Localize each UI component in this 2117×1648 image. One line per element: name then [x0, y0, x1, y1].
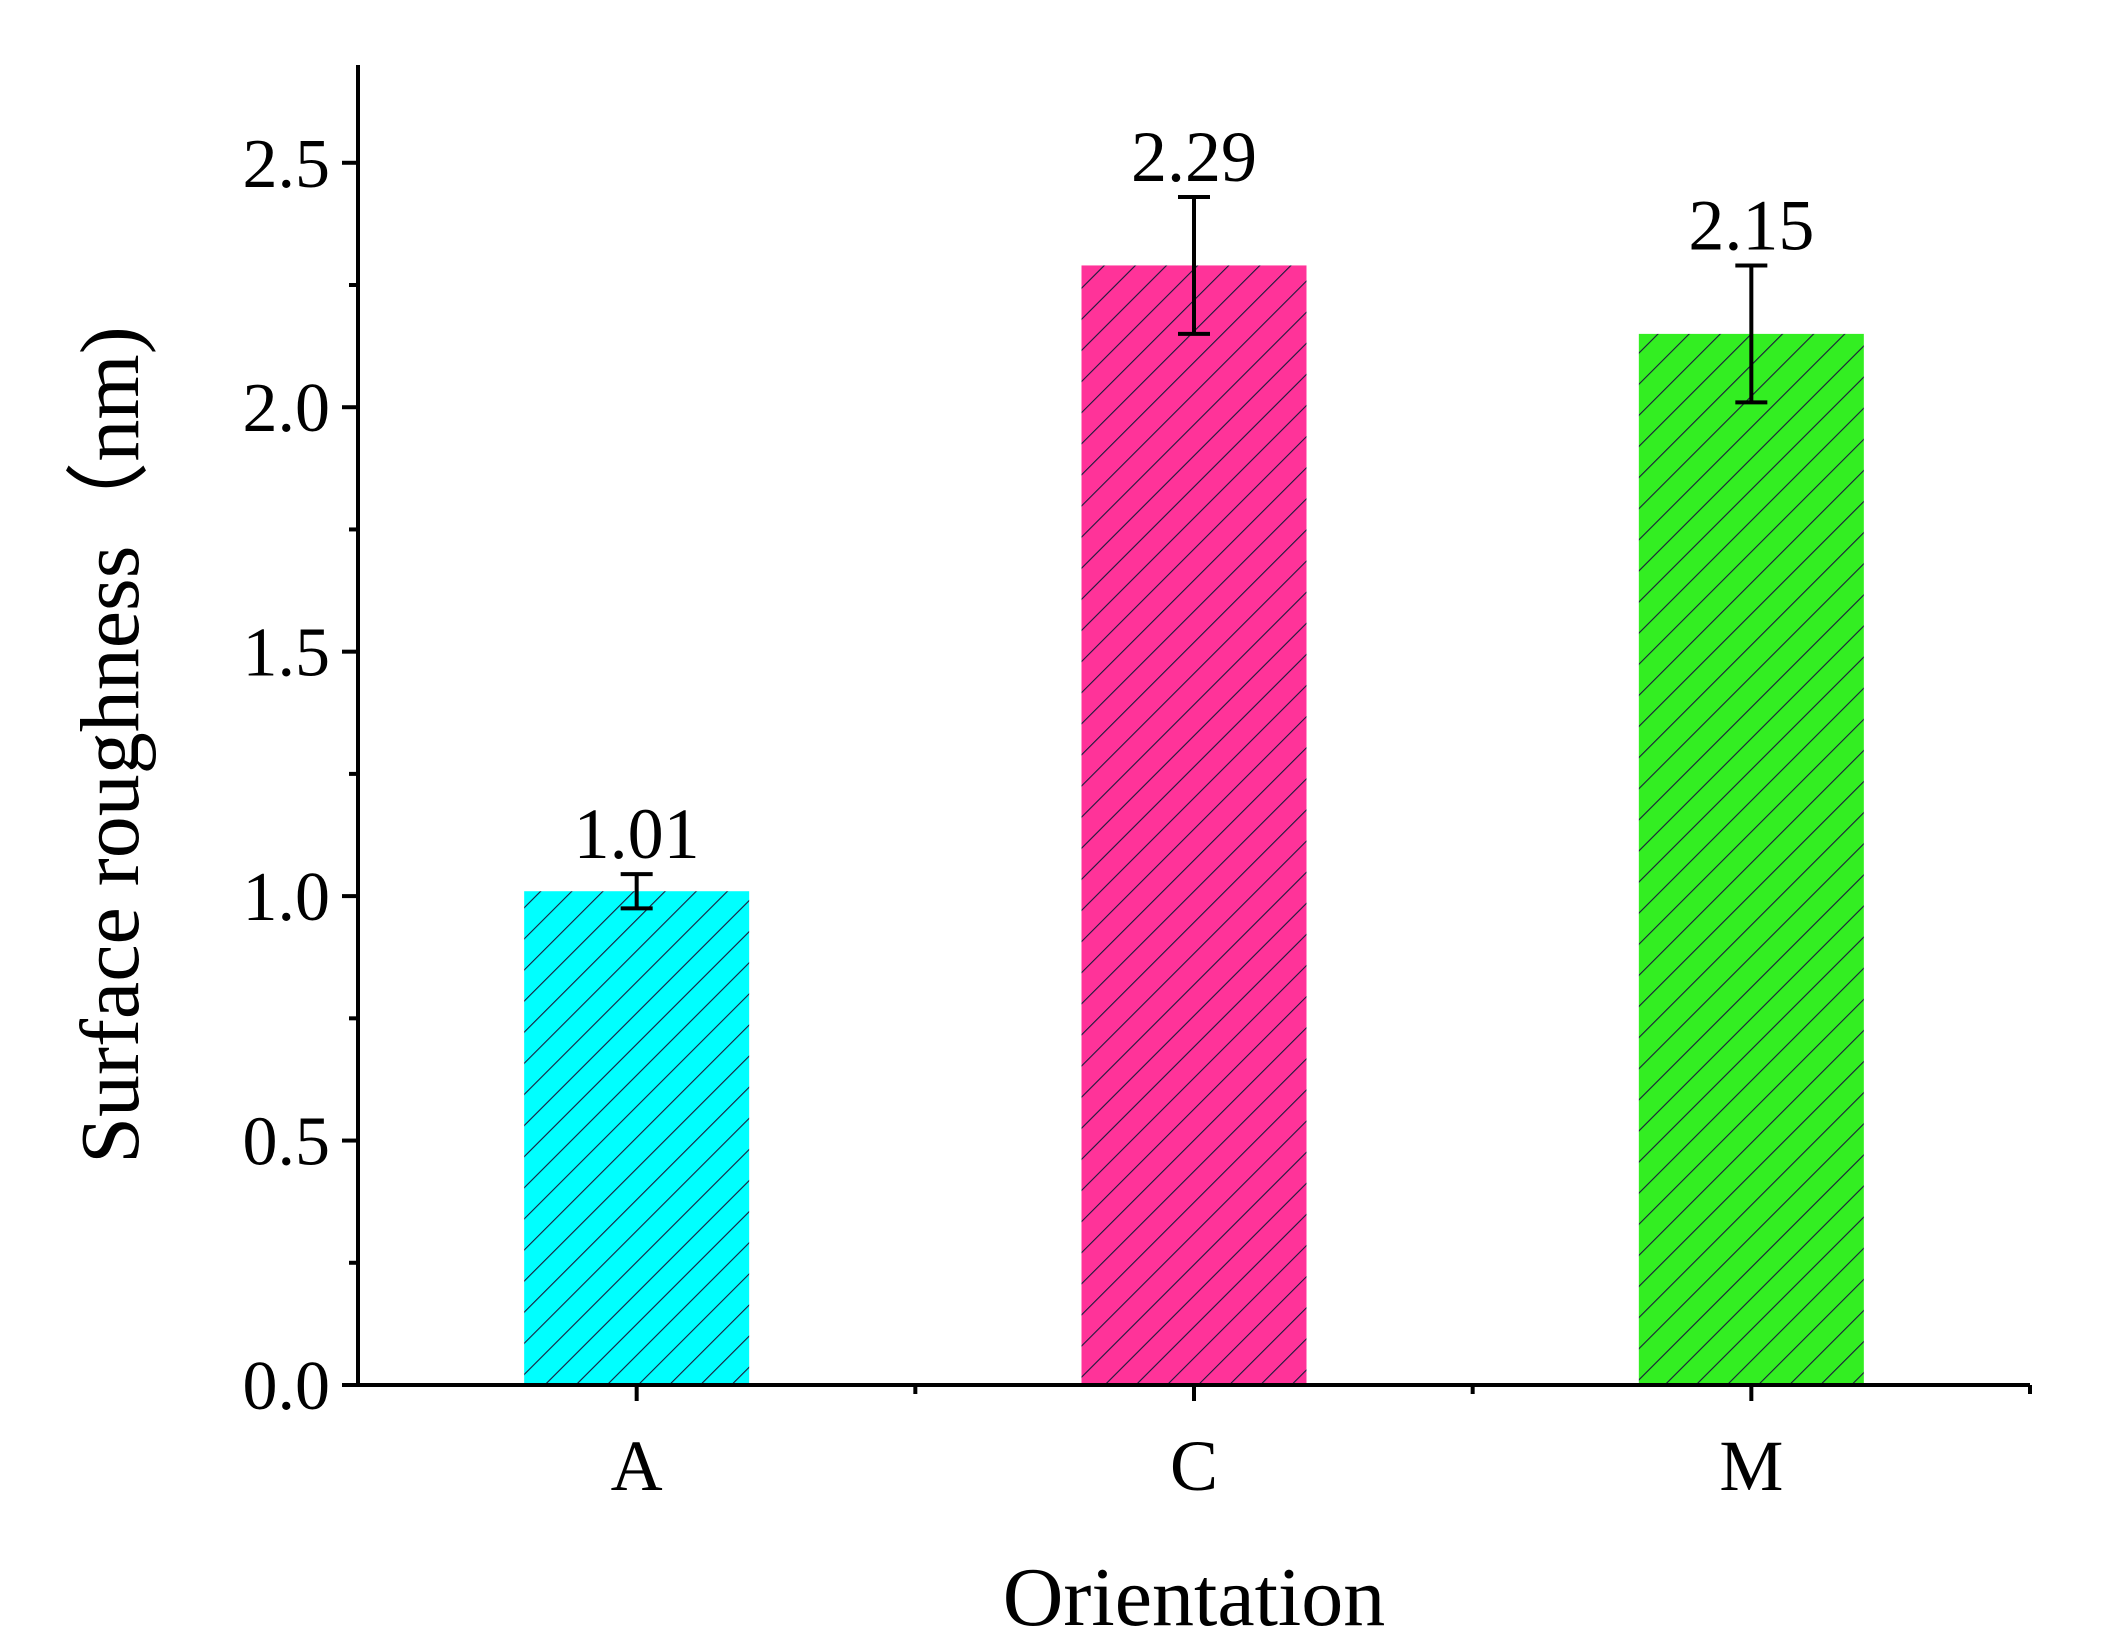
error-bars-group	[620, 195, 1768, 911]
data-labels-group: 1.01 2.29 2.15	[574, 117, 1815, 874]
y-tick-label: 2.0	[243, 370, 331, 447]
error-bar-C	[1178, 195, 1210, 336]
x-axis-title: Orientation	[1003, 1551, 1386, 1644]
y-tick-label: 0.5	[243, 1104, 331, 1181]
y-ticks-group: 0.0 0.5 1.0 1.5 2.0 2.5	[243, 126, 358, 1425]
error-bar-M	[1735, 263, 1768, 405]
y-tick-label: 1.0	[243, 859, 331, 936]
x-tick-label: A	[611, 1426, 663, 1506]
value-label-M: 2.15	[1688, 185, 1814, 265]
y-tick-label: 1.5	[243, 615, 331, 692]
x-tick-label: C	[1170, 1426, 1218, 1506]
bar-C	[1081, 265, 1307, 1385]
x-tick-label: M	[1719, 1426, 1783, 1506]
error-bar-A	[620, 872, 653, 911]
y-tick-label: 0.0	[243, 1348, 331, 1425]
bar-M	[1638, 333, 1864, 1385]
y-axis-title: Surface roughness（nm)	[64, 326, 157, 1163]
bar-A	[524, 891, 750, 1385]
bars-group	[524, 265, 1864, 1385]
value-label-C: 2.29	[1131, 117, 1257, 197]
y-tick-label: 2.5	[243, 126, 331, 203]
value-label-A: 1.01	[574, 794, 700, 874]
